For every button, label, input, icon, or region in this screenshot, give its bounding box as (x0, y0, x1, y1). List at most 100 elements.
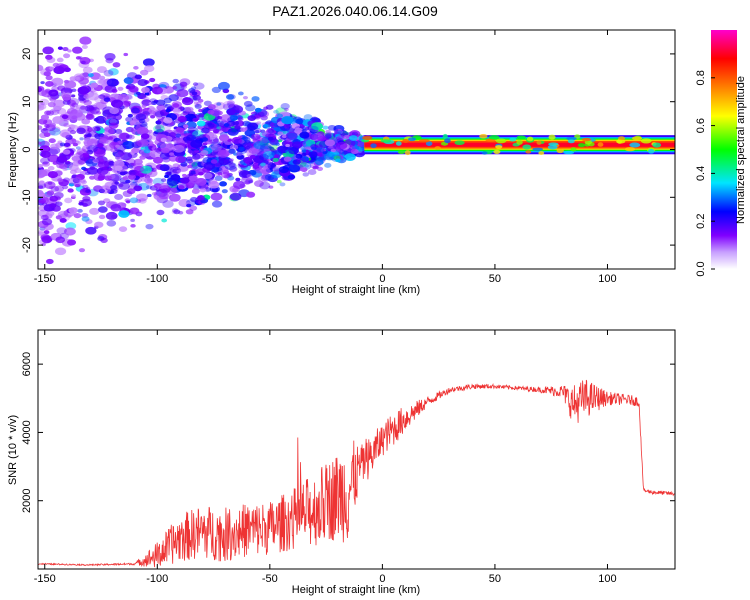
spectrogram-cell (247, 125, 256, 132)
spectrogram-cell (137, 173, 145, 178)
spectrogram-cell (216, 120, 225, 126)
spectrogram-cell (108, 68, 119, 76)
spectrogram-cell (118, 132, 130, 141)
spectrogram-cell (103, 97, 111, 102)
spectrogram-cell (287, 174, 296, 180)
spectrogram-cell (56, 57, 64, 63)
spectrogram-band-cell (509, 137, 517, 142)
spectrogram-cell (159, 152, 171, 160)
spectrogram-cell (258, 148, 264, 153)
spectrogram-band-cell (548, 134, 556, 140)
spectrogram-cell (283, 156, 292, 162)
spectrogram-cell (87, 73, 94, 78)
spectrogram-band-cell (402, 138, 410, 143)
spectrogram-cell (159, 182, 169, 189)
spectrogram-cell (64, 87, 73, 94)
spectrogram-cell (182, 173, 187, 178)
spectrogram-cell (127, 134, 135, 140)
spectrogram-cell (114, 152, 124, 159)
spectrogram-cell (253, 180, 264, 188)
spectrogram-cell (61, 132, 70, 138)
spectrogram-cell (114, 165, 123, 171)
spectrogram-cell (71, 194, 77, 198)
spectrogram-cell (65, 222, 77, 230)
spectrogram-cell (88, 126, 97, 133)
spectrogram-cell (302, 172, 309, 177)
snr-x-ticks: -150 -100 -50 0 50 100 (34, 330, 617, 585)
spectrogram-cell (288, 147, 299, 155)
spectrogram-cell (54, 247, 67, 256)
spectrogram-cell (322, 150, 328, 155)
spectrogram-cell (125, 200, 131, 204)
spectrogram-cell (89, 175, 96, 180)
spectrogram-band-cell (616, 139, 626, 144)
spectrogram-cell (87, 92, 100, 101)
spectrogram-cell (253, 128, 262, 134)
spectrogram-cell (90, 82, 99, 88)
spectrogram-cell (85, 113, 95, 120)
spectrogram-cell (262, 124, 269, 128)
spectrogram-cell (160, 137, 167, 142)
spectrogram-cell (301, 128, 307, 133)
snr-background (38, 330, 675, 569)
spectrogram-cell (81, 216, 90, 222)
spectrogram-cell (258, 110, 270, 118)
spectrogram-cell (81, 44, 88, 49)
spectrogram-cell (242, 120, 251, 127)
spectrogram-cell (188, 175, 198, 182)
spectrogram-cell (57, 46, 63, 50)
spectrogram-cell (267, 128, 275, 134)
spectrogram-cell (216, 102, 222, 106)
spectrogram-cell (330, 148, 337, 153)
spectrogram-cell (349, 135, 358, 141)
spectrogram-cell (236, 151, 243, 157)
spectrogram-cell (187, 164, 193, 169)
spectrogram-cell (311, 122, 323, 131)
spectrogram-cell (243, 156, 253, 164)
spectrogram-band-cell (454, 140, 465, 146)
spectrogram-cell (218, 134, 230, 142)
spectrogram-cell (131, 147, 140, 154)
spectrogram-cell (267, 136, 274, 141)
spectrogram-cell (70, 124, 79, 130)
spectrogram-cell (62, 149, 71, 155)
spectrogram-cell (273, 109, 279, 114)
spectrogram-cell (52, 104, 62, 111)
spectrogram-cell (142, 58, 155, 67)
spectrogram-band-cell (516, 135, 526, 140)
spectrogram-cell (248, 179, 253, 184)
spectrogram-cell (141, 86, 150, 93)
spectrogram-cell (56, 227, 67, 235)
spectrogram-cell (185, 209, 194, 215)
spectrogram-cell (192, 82, 199, 86)
spectrogram-band-cell (493, 149, 501, 155)
colorbar-tick-label: 0.6 (695, 118, 707, 133)
spectrogram-cell (52, 116, 64, 124)
spectrogram-cell (135, 193, 148, 202)
spectrogram-cell (49, 66, 55, 71)
spectrogram-cell (214, 175, 223, 181)
spectrogram-cell (249, 154, 256, 159)
spectrogram-cell (76, 174, 85, 181)
spectrogram-cell (316, 166, 324, 171)
spectrogram-cell (130, 218, 135, 222)
spectrogram-xtick-label: 50 (489, 273, 501, 285)
spectrogram-band-cell (647, 149, 655, 154)
spectrogram-cell (40, 101, 45, 105)
spectrogram-cell (44, 181, 56, 189)
spectrogram-cell (280, 103, 290, 110)
spectrogram-cell (264, 173, 275, 181)
spectrogram-cell (226, 108, 237, 116)
spectrogram-cell (292, 159, 301, 165)
spectrogram-cell (159, 164, 170, 172)
spectrogram-cell (67, 188, 74, 193)
spectrogram-cell (64, 227, 76, 236)
spectrogram-cell (151, 100, 157, 106)
spectrogram-cell (219, 181, 227, 187)
spectrogram-cell (139, 69, 149, 76)
spectrogram-cell (253, 155, 264, 163)
spectrogram-cell (38, 231, 45, 237)
spectrogram-cell (314, 159, 324, 166)
spectrogram-cell (233, 180, 245, 190)
spectrogram-cell (244, 145, 251, 150)
